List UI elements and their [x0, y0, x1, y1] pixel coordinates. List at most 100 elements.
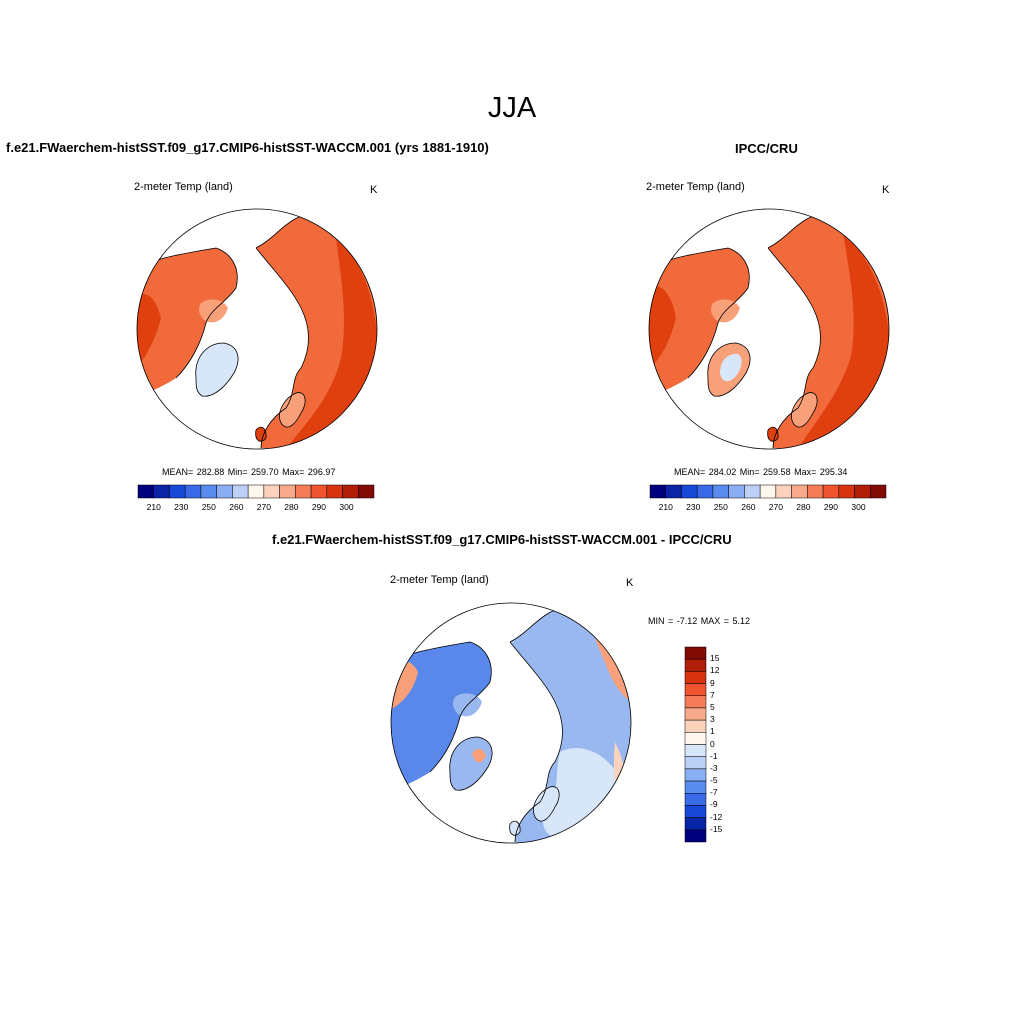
obs-greenland-interior: [720, 353, 742, 382]
model-stats: MEAN= 282.88 Min= 259.70 Max= 296.97: [162, 467, 336, 477]
model-colorbar-tick-label: 210: [146, 502, 161, 512]
diff-colorbar-box: [684, 732, 707, 745]
diff-stats: MIN = -7.12 MAX = 5.12: [648, 616, 751, 626]
model-colorbar-box: [200, 484, 217, 499]
model-colorbar-box: [279, 484, 296, 499]
diff-colorbar-box: [684, 780, 707, 794]
model-colorbar-box: [137, 484, 154, 499]
diff-units-label: K: [626, 577, 634, 589]
diff-coastline: [391, 606, 566, 843]
diff-colorbar-box: [684, 805, 707, 818]
model-colorbar-tick-label: 230: [174, 502, 189, 512]
model-colorbar-tick-label: 260: [229, 502, 244, 512]
obs-colorbar-box: [681, 484, 698, 499]
model-north-america-warm: [137, 294, 161, 368]
model-colorbar-box: [295, 484, 312, 499]
diff-polar-map: [390, 602, 632, 844]
diff-colorbar-tick-label: 9: [710, 677, 715, 688]
model-north-america-land: [137, 248, 238, 398]
obs-scandinavia-land: [791, 392, 818, 428]
diff-colorbar-box: [684, 646, 707, 660]
obs-colorbar-box: [854, 484, 871, 499]
obs-colorbar-tick-label: 230: [686, 502, 701, 512]
obs-coastline: [649, 212, 824, 449]
diff-eurasia-light: [543, 748, 620, 838]
diff-colorbar: [684, 646, 707, 843]
obs-colorbar-box: [728, 484, 745, 499]
obs-colorbar-box: [665, 484, 682, 499]
diff-colorbar-tick-label: -5: [710, 775, 718, 786]
obs-panel-title: IPCC/CRU: [735, 141, 798, 156]
model-colorbar-tick-label: 270: [256, 502, 271, 512]
obs-polar-map: [648, 208, 890, 450]
model-coastline: [137, 212, 312, 449]
diff-variable-label: 2-meter Temp (land): [390, 574, 489, 586]
model-colorbar-tick-label: 290: [311, 502, 327, 512]
diff-colorbar-box: [684, 683, 707, 696]
diff-colorbar-tick-label: -12: [710, 811, 723, 822]
diff-colorbar-box: [684, 695, 707, 709]
obs-colorbar-box: [791, 484, 808, 499]
model-colorbar-box: [216, 484, 233, 499]
model-map-border: [136, 208, 378, 450]
model-colorbar-tick-label: 300: [339, 502, 354, 512]
diff-colorbar-tick-label: -15: [710, 823, 723, 834]
model-colorbar-tick-label: 280: [284, 502, 299, 512]
obs-colorbar-tick-label: 290: [823, 502, 839, 512]
diff-scandinavia-land: [533, 786, 560, 822]
obs-colorbar-box: [807, 484, 824, 499]
model-uk-land: [255, 427, 267, 442]
obs-colorbar-tick-label: 260: [741, 502, 756, 512]
diff-colorbar-tick-label: 0: [710, 738, 715, 749]
obs-north-america-warm: [649, 285, 676, 370]
model-colorbar-box: [358, 484, 375, 499]
model-colorbar-box: [310, 484, 328, 499]
obs-colorbar-tick-label: 270: [768, 502, 783, 512]
obs-colorbar-box: [759, 484, 777, 499]
obs-north-america-land: [649, 248, 750, 398]
obs-colorbar-box: [838, 484, 855, 499]
obs-colorbar-tick-label: 210: [658, 502, 673, 512]
main-title: JJA: [487, 92, 537, 124]
diff-colorbar-tick-label: 5: [710, 701, 715, 712]
obs-colorbar-box: [649, 484, 666, 499]
diff-uk-land: [509, 821, 521, 836]
obs-colorbar-box: [744, 484, 761, 499]
obs-colorbar-box: [696, 484, 714, 499]
obs-variable-label: 2-meter Temp (land): [646, 181, 745, 193]
obs-uk-land: [767, 427, 779, 442]
model-colorbar-box: [169, 484, 186, 499]
obs-colorbar-box: [822, 484, 840, 499]
diff-colorbar-tick-label: 7: [710, 689, 715, 700]
model-units-label: K: [370, 184, 378, 196]
diff-colorbar-box: [684, 756, 707, 770]
diff-colorbar-box: [684, 793, 707, 806]
obs-colorbar-box: [870, 484, 887, 499]
obs-colorbar-box: [775, 484, 792, 499]
obs-colorbar-tick-label: 250: [713, 502, 728, 512]
diff-greenland-warm: [472, 748, 486, 763]
model-colorbar-box: [342, 484, 359, 499]
diff-colorbar-box: [684, 829, 707, 843]
diff-colorbar-tick-label: -7: [710, 787, 718, 798]
diff-colorbar-tick-label: 3: [710, 714, 715, 725]
obs-colorbar-box: [712, 484, 729, 499]
diff-colorbar-box: [684, 719, 707, 733]
diff-map-border: [390, 602, 632, 844]
model-colorbar-box: [153, 484, 170, 499]
diff-colorbar-tick-label: -3: [710, 762, 718, 773]
obs-colorbar-tick-label: 300: [851, 502, 866, 512]
model-variable-label: 2-meter Temp (land): [134, 181, 233, 193]
model-eurasia-warm: [286, 238, 377, 449]
diff-colorbar-tick-label: 1: [710, 726, 715, 737]
diff-colorbar-tick-label: 12: [710, 665, 720, 676]
diff-panel-title: f.e21.FWaerchem-histSST.f09_g17.CMIP6-hi…: [272, 532, 732, 547]
obs-colorbar: [649, 484, 887, 499]
model-colorbar-box: [326, 484, 343, 499]
diff-colorbar-box: [684, 707, 707, 721]
model-colorbar-box: [184, 484, 202, 499]
obs-stats: MEAN= 284.02 Min= 259.58 Max= 295.34: [674, 467, 848, 477]
model-panel-title: f.e21.FWaerchem-histSST.f09_g17.CMIP6-hi…: [6, 140, 489, 155]
diff-colorbar-box: [684, 671, 707, 684]
model-colorbar-box: [232, 484, 249, 499]
